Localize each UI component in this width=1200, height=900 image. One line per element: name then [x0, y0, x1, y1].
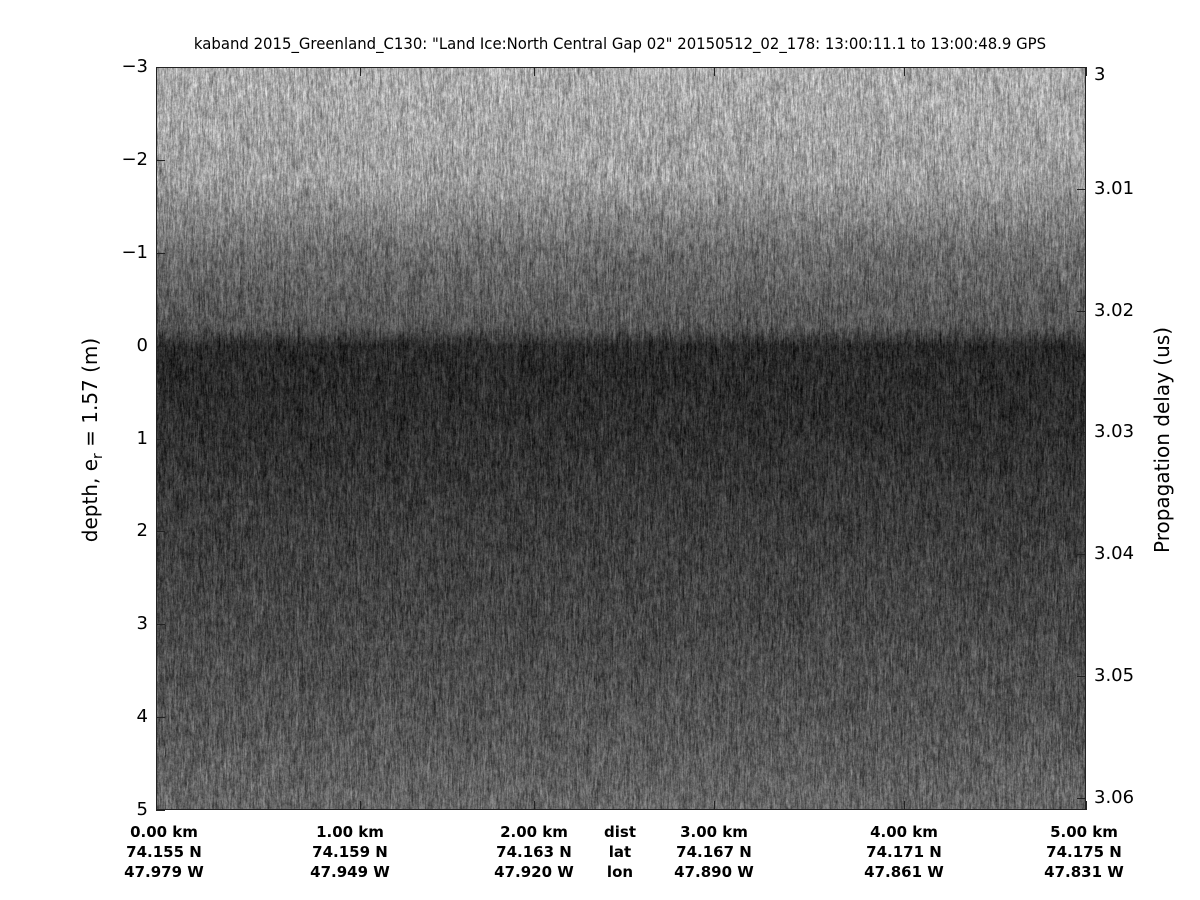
x-tick-lat: 74.163 N: [496, 843, 572, 861]
x-tick-mark-top: [1086, 67, 1087, 76]
y-tick-mark-right: [1077, 676, 1086, 678]
y-tick-mark-left: [156, 717, 165, 719]
y-tick-label-right: 3.06: [1094, 786, 1135, 808]
y-tick-label-left: 0: [136, 334, 148, 356]
y-axis-label-left: depth, er = 1.57 (m): [78, 337, 106, 543]
y-tick-mark-right: [1077, 432, 1086, 434]
x-tick-label: 4.00 km 74.171 N 47.861 W: [864, 822, 944, 882]
x-tick-lon: 47.920 W: [494, 863, 574, 881]
x-tick-lon: 47.979 W: [124, 863, 204, 881]
y-tick-mark-left: [156, 624, 165, 626]
x-tick-mark-top: [156, 67, 157, 76]
x-tick-lon: 47.831 W: [1044, 863, 1124, 881]
x-tick-mark: [156, 801, 157, 810]
x-tick-lat: 74.159 N: [312, 843, 388, 861]
y-tick-label-right: 3: [1094, 64, 1106, 85]
x-tick-mark: [1086, 801, 1087, 810]
x-row-header: lat: [608, 843, 632, 861]
x-row-header: lon: [606, 863, 634, 881]
x-tick-label: 3.00 km 74.167 N 47.890 W: [674, 822, 754, 882]
x-tick-mark: [534, 801, 535, 810]
x-tick-lat: 74.155 N: [126, 843, 202, 861]
x-tick-dist: 4.00 km: [870, 823, 938, 841]
x-tick-label: 2.00 km 74.163 N 47.920 W: [494, 822, 574, 882]
x-tick-dist: 5.00 km: [1050, 823, 1118, 841]
x-tick-mark-top: [360, 67, 361, 76]
x-tick-dist: 3.00 km: [680, 823, 748, 841]
y-tick-mark-left: [156, 438, 165, 440]
chart-title: kaband 2015_Greenland_C130: "Land Ice:No…: [193, 34, 1047, 53]
y-tick-label-left: 2: [136, 520, 148, 542]
echogram-image: [157, 68, 1085, 809]
x-tick-mark: [360, 801, 361, 810]
y-tick-mark-right: [1077, 188, 1086, 190]
y-tick-label-right: 3.05: [1094, 665, 1135, 687]
x-tick-lat: 74.171 N: [866, 843, 942, 861]
x-tick-dist: 2.00 km: [500, 823, 568, 841]
y-tick-label-right: 3.04: [1094, 543, 1135, 565]
x-tick-lon: 47.890 W: [674, 863, 754, 881]
x-tick-lat: 74.167 N: [676, 843, 752, 861]
x-tick-mark: [904, 801, 905, 810]
x-tick-lon: 47.861 W: [864, 863, 944, 881]
y-tick-label-right: 3.03: [1094, 421, 1135, 443]
y-tick-label-left: −3: [121, 56, 148, 77]
y-tick-label-left: −2: [121, 148, 148, 170]
x-tick-mark-top: [714, 67, 715, 76]
x-tick-label: 5.00 km 74.175 N 47.831 W: [1044, 822, 1124, 882]
y-tick-label-right: 3.01: [1094, 177, 1135, 199]
y-tick-label-left: 1: [136, 427, 148, 449]
x-tick-label: 1.00 km 74.159 N 47.949 W: [310, 822, 390, 882]
y-tick-label-left: −1: [121, 241, 148, 263]
y-tick-mark-left: [156, 531, 165, 533]
y-tick-label-left: 5: [136, 799, 148, 820]
x-tick-mark-top: [534, 67, 535, 76]
x-tick-lat: 74.175 N: [1046, 843, 1122, 861]
y-tick-mark-right: [1077, 67, 1086, 68]
y-tick-mark-right: [1077, 554, 1086, 556]
x-tick-label: 0.00 km 74.155 N 47.979 W: [124, 822, 204, 882]
x-tick-dist: 1.00 km: [316, 823, 384, 841]
x-tick-dist: 0.00 km: [130, 823, 198, 841]
echogram-plot: [156, 67, 1086, 810]
y-tick-mark-left: [156, 67, 165, 68]
y-tick-mark-left: [156, 810, 165, 811]
y-axis-label-right: Propagation delay (us): [1150, 326, 1174, 554]
y-tick-mark-right: [1077, 310, 1086, 312]
x-row-header: dist: [604, 823, 636, 841]
y-tick-label-left: 3: [136, 613, 148, 635]
y-tick-mark-left: [156, 252, 165, 254]
x-tick-lon: 47.949 W: [310, 863, 390, 881]
y-tick-mark-right: [1077, 797, 1086, 799]
x-row-headers: dist lat lon: [604, 822, 636, 882]
x-tick-mark-top: [904, 67, 905, 76]
y-tick-mark-left: [156, 345, 165, 347]
y-tick-label-right: 3.02: [1094, 299, 1135, 321]
x-tick-mark: [714, 801, 715, 810]
y-tick-mark-left: [156, 159, 165, 161]
y-tick-label-left: 4: [136, 706, 148, 728]
